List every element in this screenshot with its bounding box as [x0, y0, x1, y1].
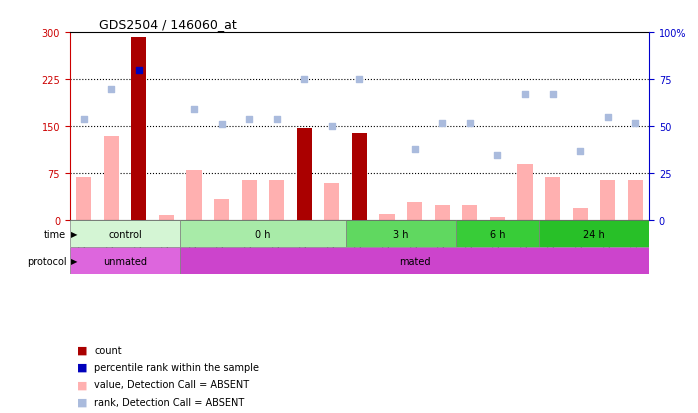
- Point: [105, 86, 117, 93]
- Text: 6 h: 6 h: [490, 229, 505, 240]
- Bar: [628, 180, 643, 221]
- Point: [492, 152, 503, 159]
- Bar: [462, 205, 477, 221]
- Bar: [70, 221, 180, 248]
- Point: [630, 120, 641, 126]
- Point: [271, 116, 282, 123]
- Bar: [490, 218, 505, 221]
- Text: value, Detection Call = ABSENT: value, Detection Call = ABSENT: [94, 380, 249, 389]
- Bar: [435, 205, 450, 221]
- Point: [133, 67, 144, 74]
- Text: unmated: unmated: [103, 256, 147, 266]
- Bar: [407, 202, 422, 221]
- Text: ■: ■: [77, 362, 87, 372]
- Text: 0 h: 0 h: [255, 229, 271, 240]
- Bar: [600, 180, 616, 221]
- Point: [519, 92, 530, 98]
- Bar: [572, 209, 588, 221]
- Bar: [352, 133, 367, 221]
- Text: time: time: [44, 229, 66, 240]
- Text: 3 h: 3 h: [393, 229, 408, 240]
- Bar: [70, 248, 180, 275]
- Text: ▶: ▶: [71, 257, 77, 266]
- Text: ■: ■: [77, 397, 87, 407]
- Bar: [380, 215, 394, 221]
- Bar: [539, 221, 649, 248]
- Text: control: control: [108, 229, 142, 240]
- Bar: [242, 180, 257, 221]
- Text: mated: mated: [399, 256, 431, 266]
- Text: 24 h: 24 h: [583, 229, 605, 240]
- Bar: [76, 177, 91, 221]
- Point: [409, 146, 420, 153]
- Bar: [158, 216, 174, 221]
- Bar: [517, 165, 533, 221]
- Text: GDS2504 / 146060_at: GDS2504 / 146060_at: [99, 17, 237, 31]
- Point: [78, 116, 89, 123]
- Point: [354, 77, 365, 83]
- Text: count: count: [94, 345, 122, 355]
- Text: ■: ■: [77, 380, 87, 389]
- Point: [437, 120, 448, 126]
- Point: [326, 123, 337, 130]
- Text: ▶: ▶: [71, 230, 77, 239]
- Point: [602, 114, 614, 121]
- Text: percentile rank within the sample: percentile rank within the sample: [94, 362, 259, 372]
- Bar: [180, 248, 649, 275]
- Point: [244, 116, 255, 123]
- Bar: [186, 171, 202, 221]
- Point: [547, 92, 558, 98]
- Bar: [214, 199, 229, 221]
- Point: [574, 148, 586, 155]
- Point: [188, 107, 200, 114]
- Point: [216, 122, 227, 128]
- Bar: [269, 180, 284, 221]
- Point: [299, 77, 310, 83]
- Bar: [297, 128, 312, 221]
- Bar: [346, 221, 456, 248]
- Bar: [180, 221, 346, 248]
- Point: [464, 120, 475, 126]
- Bar: [545, 177, 560, 221]
- Bar: [131, 38, 147, 221]
- Text: rank, Detection Call = ABSENT: rank, Detection Call = ABSENT: [94, 397, 244, 407]
- Bar: [456, 221, 539, 248]
- Bar: [103, 136, 119, 221]
- Text: ■: ■: [77, 345, 87, 355]
- Text: protocol: protocol: [27, 256, 66, 266]
- Bar: [325, 183, 339, 221]
